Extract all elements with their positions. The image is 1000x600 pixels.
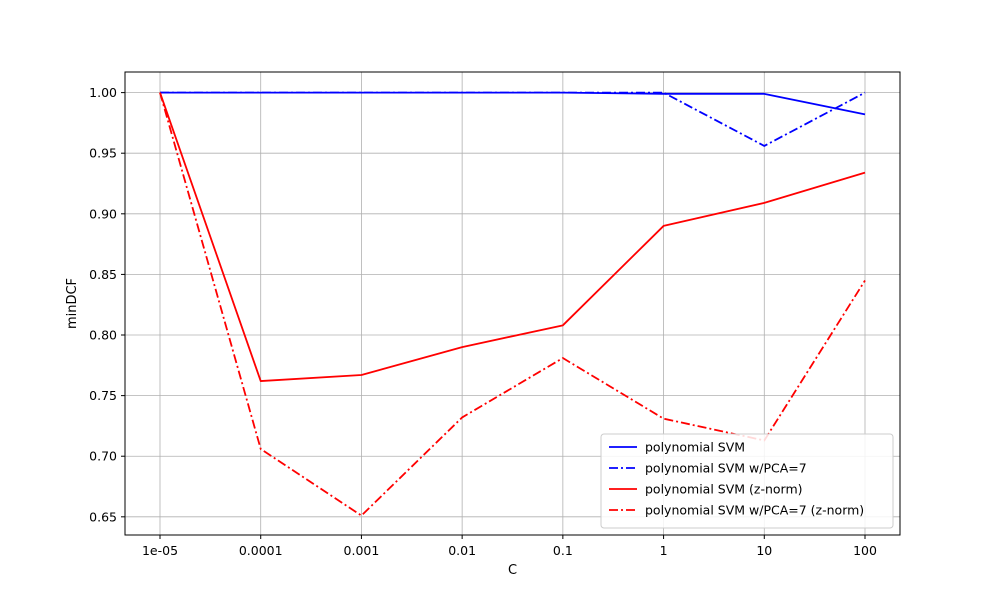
y-tick-label: 1.00 [89,85,117,100]
x-tick-label: 10 [756,543,772,558]
series-line-1 [160,91,866,116]
x-tick-label: 100 [853,543,877,558]
axis-ticks: 1e-05 0.0001 0.001 0.01 0.1 1 10 100 0.65 0.70 0.7… [89,85,877,558]
y-tick-label: 0.85 [89,267,117,282]
x-axis-label: C [508,563,517,578]
x-tick-label: 1 [660,543,668,558]
x-tick-label: 0.0001 [239,543,283,558]
x-tick-label: 0.001 [344,543,380,558]
y-tick-label: 0.70 [89,449,117,464]
x-tick-label: 0.1 [553,543,573,558]
legend-label: polynomial SVM w/PCA=7 [645,461,807,476]
legend: polynomial SVM polynomial SVM w/PCA=7 poly… [600,433,894,529]
y-tick-label: 0.80 [89,328,117,343]
y-axis-label: minDCF [65,278,80,329]
y-tick-label: 0.90 [89,206,117,221]
plot-frame [124,71,901,536]
series-line-2 [160,91,866,147]
legend-box [600,433,894,529]
y-tick-label: 0.75 [89,388,117,403]
x-tick-label: 0.01 [448,543,476,558]
series-line-3 [159,92,866,382]
y-tick-label: 0.95 [89,146,117,161]
x-tick-label: 1e-05 [142,543,178,558]
y-tick-label: 0.65 [89,509,117,524]
legend-label: polynomial SVM [645,440,745,455]
legend-label: polynomial SVM w/PCA=7 (z-norm) [645,503,864,518]
legend-label: polynomial SVM (z-norm) [645,482,803,497]
